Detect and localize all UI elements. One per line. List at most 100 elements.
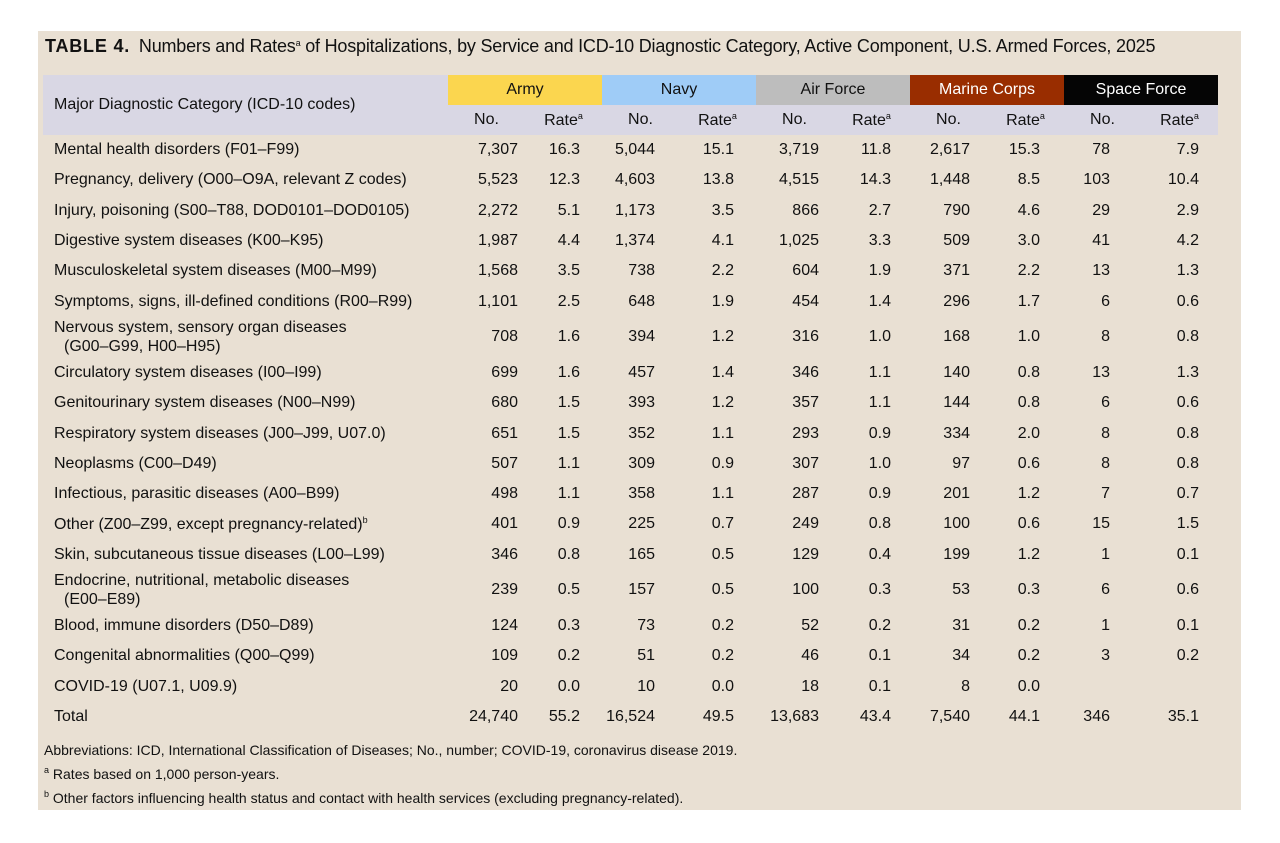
rate-cell-army: 0.2 [557,647,580,665]
count-cell-space-force: 7 [1101,485,1110,503]
rate-cell-marine-corps: 44.1 [1008,707,1040,725]
count-cell-air-force: 1,025 [778,232,819,250]
rate-cell-navy: 0.2 [711,617,734,634]
service-header-army: Army [448,75,602,105]
count-cell-navy: 225 [628,515,655,533]
rate-cell-marine-corps: 0.0 [1017,677,1040,695]
table-row: Other (Z00–Z99, except pregnancy-related… [43,509,1218,539]
count-cell-army: 401 [491,515,518,533]
count-cell-navy: 5,044 [614,141,655,159]
rate-cell-army: 2.5 [557,292,580,310]
rate-cell-space-force: 0.6 [1176,581,1199,599]
category-label: Circulatory system diseases (I00–I99) [54,363,322,381]
count-cell-air-force: 100 [792,581,819,599]
count-cell-air-force: 46 [801,647,819,665]
footnote-b-text: Other factors influencing health status … [52,790,684,806]
table-row: Skin, subcutaneous tissue diseases (L00–… [43,540,1218,570]
count-cell-navy: 309 [628,454,655,472]
count-cell-space-force: 103 [1083,171,1110,189]
rate-cell-space-force: 0.6 [1176,394,1199,412]
table-row: Congenital abnormalities (Q00–Q99) 109 0.2… [43,641,1218,671]
category-label: Respiratory system diseases (J00–J99, U0… [54,424,386,442]
category-label: Skin, subcutaneous tissue diseases (L00–… [54,545,385,563]
rate-cell-air-force: 2.7 [868,201,891,219]
category-cell: Circulatory system diseases (I00–I99) [43,358,448,388]
rate-cell-marine-corps: 0.6 [1017,515,1040,533]
rate-cell-space-force: 35.1 [1167,707,1199,725]
rate-cell-navy: 1.1 [711,424,734,442]
rate-cell-space-force: 0.8 [1176,454,1199,472]
count-cell-army: 1,568 [477,262,518,280]
rate-cell-air-force: 1.9 [868,262,891,280]
rate-cell-navy: 15.1 [702,141,734,159]
rate-cell-army: 1.1 [557,485,580,503]
rate-cell-army: 4.4 [557,232,580,250]
count-cell-navy: 51 [637,647,655,665]
count-cell-navy: 457 [628,363,655,381]
table-row: Neoplasms (C00–D49) 507 1.1 309 0.9 307 1.0 97 0… [43,449,1218,479]
rate-header-label: Rate [1160,111,1194,129]
count-cell-space-force: 78 [1092,141,1110,159]
rate-cell-space-force: 0.8 [1176,424,1199,442]
rate-cell-space-force: 0.7 [1176,485,1199,503]
no-header-marine-corps: No. [910,105,987,135]
count-cell-navy: 73 [637,617,655,634]
count-cell-navy: 1,374 [614,232,655,250]
table-row: Musculoskeletal system diseases (M00–M99… [43,256,1218,286]
count-cell-air-force: 604 [792,262,819,280]
no-header-air-force: No. [756,105,833,135]
rate-cell-air-force: 0.8 [868,515,891,533]
table-row: Digestive system diseases (K00–K95) 1,987… [43,226,1218,256]
count-cell-marine-corps: 199 [943,545,970,563]
rate-cell-space-force: 10.4 [1167,171,1199,189]
category-label: Pregnancy, delivery (O00–O9A, relevant Z… [54,171,407,189]
category-label: Digestive system diseases (K00–K95) [54,232,324,250]
count-cell-navy: 394 [628,328,655,346]
count-cell-air-force: 3,719 [778,141,819,159]
footnote-a: a Rates based on 1,000 person-years. [44,760,737,784]
count-cell-marine-corps: 97 [952,454,970,472]
rate-cell-air-force: 1.0 [868,328,891,346]
category-label: Neoplasms (C00–D49) [54,454,217,472]
category-cell: Blood, immune disorders (D50–D89) [43,611,448,641]
no-header-army: No. [448,105,525,135]
table-row: Mental health disorders (F01–F99) 7,307 16… [43,135,1218,165]
count-cell-space-force: 1 [1101,617,1110,634]
count-cell-space-force: 6 [1101,394,1110,412]
count-cell-space-force: 8 [1101,454,1110,472]
count-cell-army: 507 [491,454,518,472]
rate-cell-marine-corps: 15.3 [1008,141,1040,159]
table-row: Circulatory system diseases (I00–I99) 699… [43,358,1218,388]
rate-cell-air-force: 0.1 [868,647,891,665]
title-text-after: of Hospitalizations, by Service and ICD-… [300,36,1156,56]
count-cell-army: 498 [491,485,518,503]
count-cell-army: 124 [491,617,518,634]
table-body: Mental health disorders (F01–F99) 7,307 16… [43,135,1218,732]
rate-cell-marine-corps: 0.8 [1017,394,1040,412]
rate-cell-air-force: 1.1 [868,394,891,412]
count-cell-navy: 16,524 [606,707,655,725]
count-cell-air-force: 357 [792,394,819,412]
category-cell: Total [43,702,448,732]
category-label: Blood, immune disorders (D50–D89) [54,617,314,634]
rate-header-label: Rate [1006,111,1040,129]
rate-cell-navy: 3.5 [711,201,734,219]
rate-cell-army: 1.6 [557,363,580,381]
count-cell-space-force: 346 [1083,707,1110,725]
count-cell-space-force: 1 [1101,545,1110,563]
category-cell: Other (Z00–Z99, except pregnancy-related… [43,509,448,539]
rate-cell-army: 1.1 [557,454,580,472]
count-cell-air-force: 249 [792,515,819,533]
rate-cell-air-force: 0.4 [868,545,891,563]
rate-cell-army: 0.5 [557,581,580,599]
category-label: Symptoms, signs, ill-defined conditions … [54,292,413,310]
rate-cell-marine-corps: 0.2 [1017,647,1040,665]
count-cell-army: 708 [491,328,518,346]
rate-cell-army: 1.5 [557,394,580,412]
service-header-air-force: Air Force [756,75,910,105]
table-row: COVID-19 (U07.1, U09.9) 20 0.0 10 0.0 18 0.1 8 0… [43,671,1218,701]
count-cell-air-force: 454 [792,292,819,310]
count-cell-air-force: 52 [801,617,819,634]
count-cell-army: 1,101 [477,292,518,310]
category-cell: Musculoskeletal system diseases (M00–M99… [43,256,448,286]
